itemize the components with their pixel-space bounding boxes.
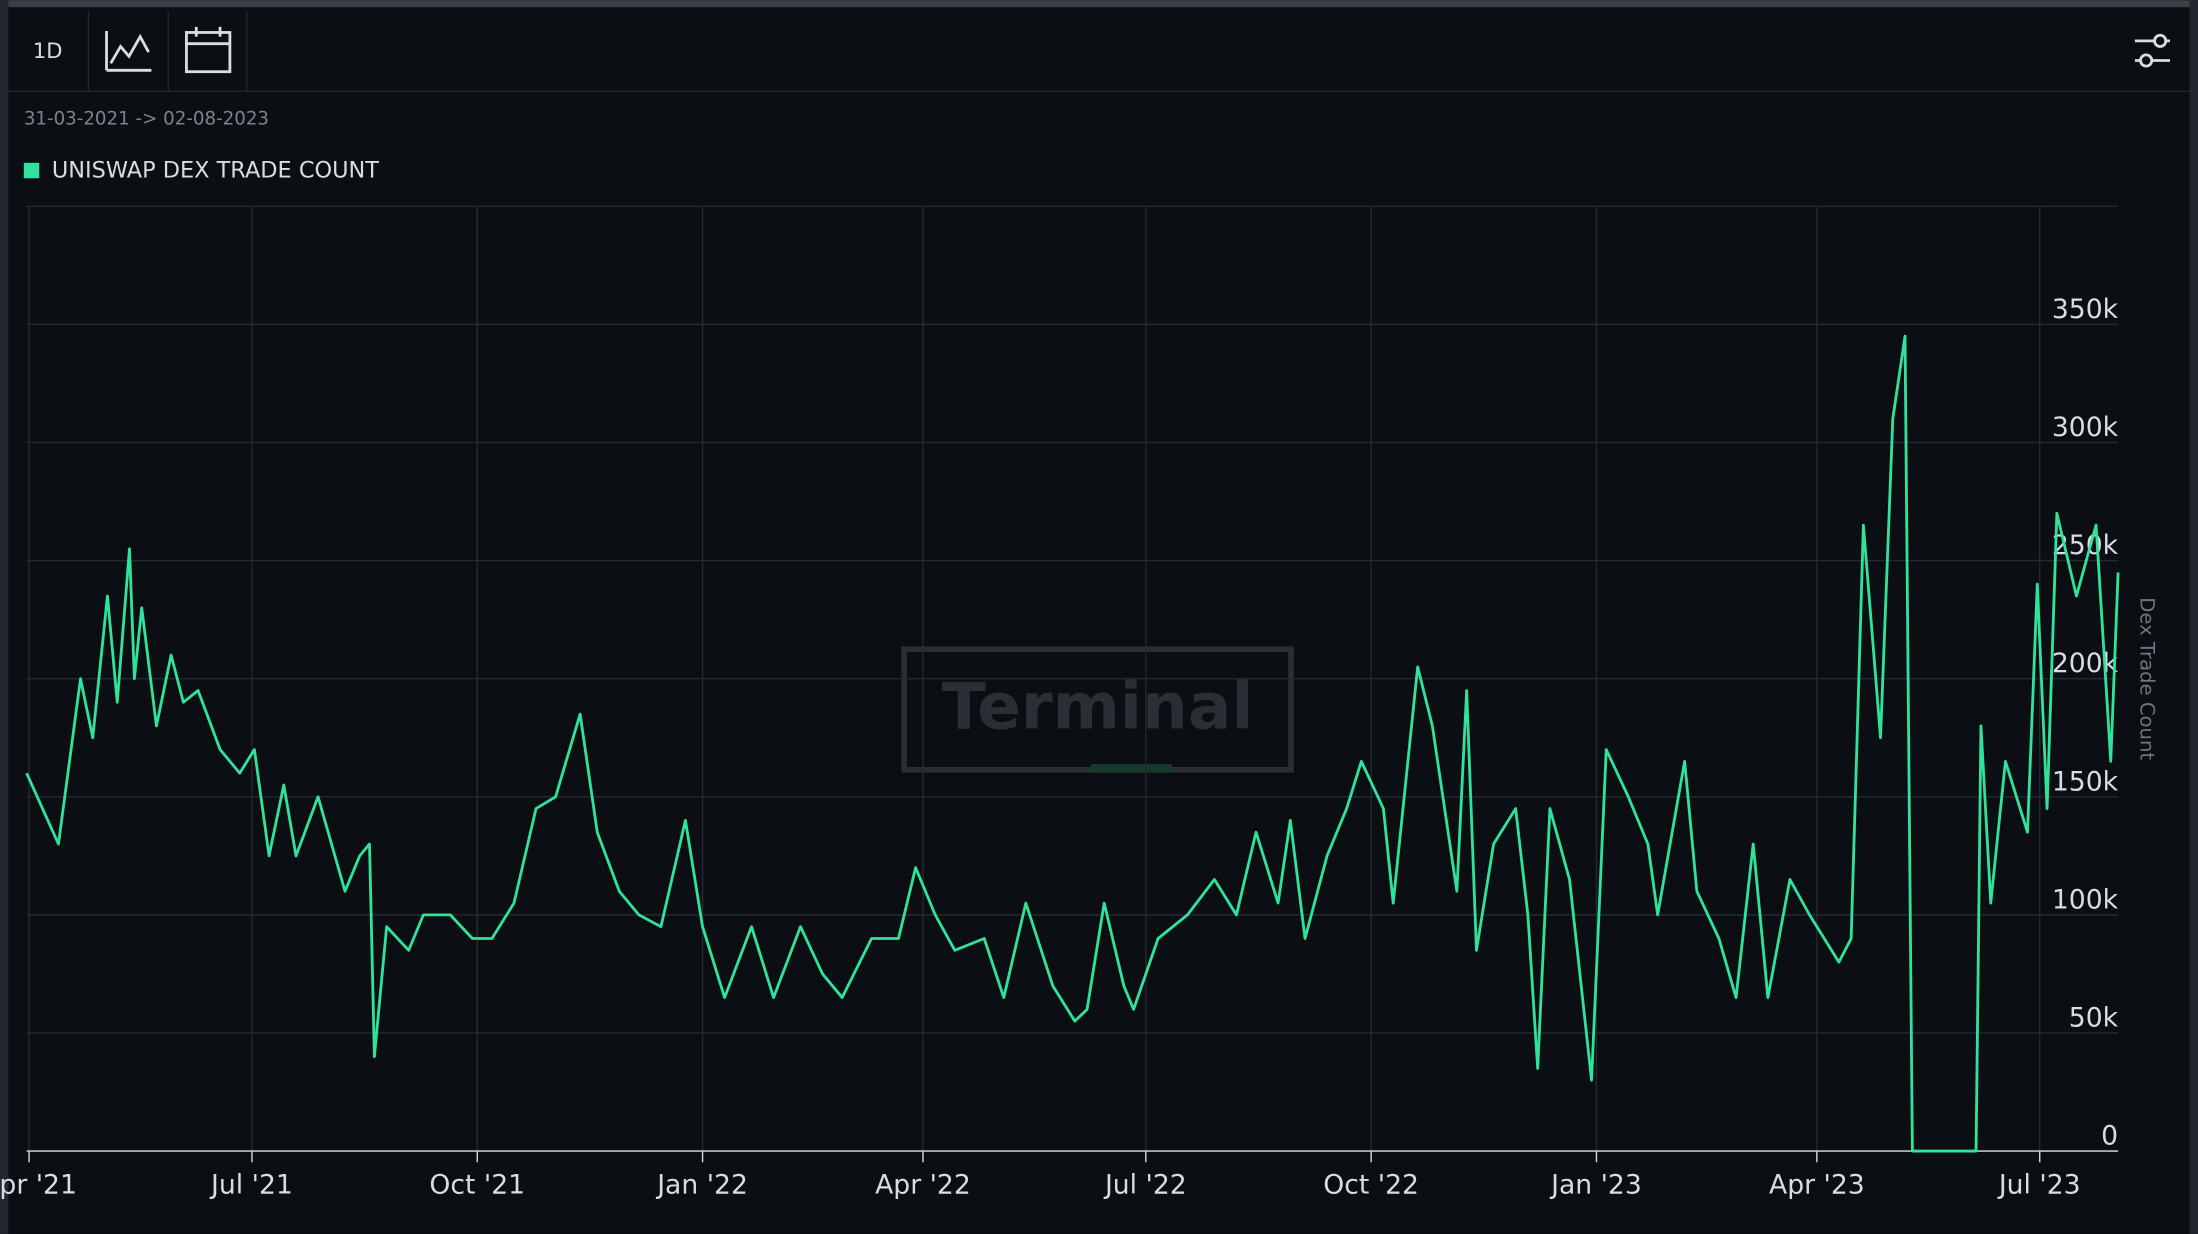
legend-label[interactable]: UNISWAP DEX TRADE COUNT: [52, 158, 379, 184]
y-axis-label: Dex Trade Count: [2136, 597, 2159, 760]
interval-button[interactable]: 1D: [33, 38, 63, 63]
left-border: [0, 0, 9, 1234]
x-tick-label: Jul '21: [209, 1170, 293, 1201]
settings-icon[interactable]: [2134, 33, 2170, 68]
chart-type-icon[interactable]: [105, 31, 152, 72]
calendar-icon[interactable]: [185, 26, 232, 74]
x-tick-label: Apr '21: [0, 1170, 77, 1201]
x-tick-label: Apr '23: [1769, 1170, 1865, 1201]
y-tick-label: 350k: [2052, 294, 2119, 325]
y-tick-label: 0: [2101, 1121, 2118, 1152]
x-tick-label: Jul '22: [1103, 1170, 1187, 1201]
x-tick-label: Jan '23: [1549, 1170, 1642, 1201]
y-tick-label: 200k: [2052, 648, 2119, 679]
x-tick-label: Jul '23: [1997, 1170, 2081, 1201]
x-tick-label: Oct '22: [1323, 1170, 1419, 1201]
date-range: 31-03-2021 -> 02-08-2023: [24, 108, 269, 129]
y-tick-label: 300k: [2052, 412, 2119, 443]
watermark-text: Terminal: [942, 669, 1254, 744]
x-tick-label: Apr '22: [875, 1170, 971, 1201]
x-tick-label: Oct '21: [429, 1170, 525, 1201]
watermark: Terminal: [901, 646, 1294, 773]
y-tick-label: 150k: [2052, 766, 2119, 797]
right-border: [2189, 0, 2198, 1234]
y-tick-label: 50k: [2069, 1002, 2119, 1033]
series-line: [25, 334, 2120, 1153]
x-tick-label: Jan '22: [655, 1170, 748, 1201]
y-tick-label: 100k: [2052, 884, 2119, 915]
legend-swatch: [23, 162, 40, 179]
top-border: [0, 0, 2198, 8]
